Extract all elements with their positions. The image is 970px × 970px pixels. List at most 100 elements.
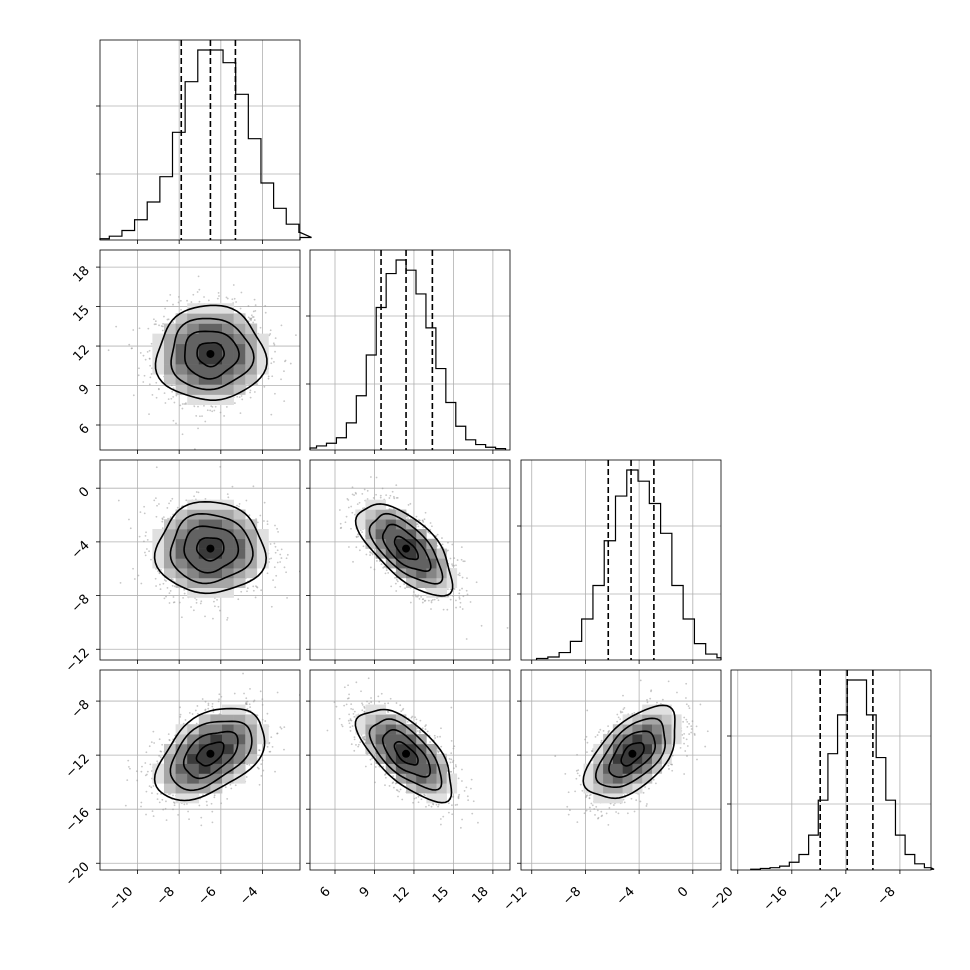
density-cell — [198, 353, 211, 365]
density-cell — [187, 548, 200, 559]
sample-point — [369, 554, 371, 556]
contour-line — [196, 341, 226, 368]
sample-point — [685, 738, 688, 741]
sample-point — [263, 501, 266, 504]
sample-point — [194, 709, 197, 712]
sample-point — [422, 521, 425, 523]
density-cell — [210, 343, 223, 355]
sample-point — [279, 726, 282, 729]
sample-point — [209, 409, 212, 412]
sample-point — [225, 296, 228, 299]
sample-point — [172, 419, 175, 422]
sample-point — [188, 818, 190, 821]
density-cell — [651, 704, 663, 715]
sample-point — [251, 316, 254, 318]
sample-point — [358, 549, 361, 552]
panel-content — [310, 670, 510, 870]
sample-point — [415, 718, 418, 721]
sample-point — [219, 411, 222, 414]
density-cell — [198, 529, 211, 540]
sample-point — [450, 752, 453, 755]
sample-point — [261, 718, 264, 721]
sample-point — [345, 703, 348, 706]
density-cell — [436, 753, 447, 764]
sample-point — [159, 588, 162, 591]
density-cell — [210, 509, 223, 520]
sample-point — [161, 329, 164, 332]
sample-point — [363, 488, 366, 491]
sample-point — [140, 582, 143, 585]
density-cell — [426, 587, 437, 598]
panel-content — [100, 250, 300, 450]
sample-point — [388, 497, 391, 499]
sample-point — [589, 810, 592, 813]
sample-point — [617, 716, 620, 719]
sample-point — [459, 826, 462, 829]
sample-point — [639, 679, 642, 682]
sample-point — [423, 793, 426, 796]
sample-point — [207, 299, 210, 302]
panel-content — [100, 460, 300, 660]
sample-point — [181, 407, 184, 410]
sample-point — [159, 750, 162, 753]
sample-point — [418, 597, 421, 600]
density-cell — [632, 714, 643, 725]
sample-point — [150, 786, 153, 789]
sample-point — [351, 493, 354, 496]
sample-point — [275, 574, 278, 577]
density-cell — [671, 724, 682, 735]
sample-point — [434, 737, 437, 739]
sample-point — [695, 725, 698, 728]
sample-point — [623, 706, 626, 709]
y-tick-label: −4 — [69, 538, 93, 562]
sample-point — [254, 309, 257, 312]
sample-point — [162, 516, 165, 519]
sample-point — [453, 557, 456, 559]
sample-point — [458, 793, 461, 796]
density-cell — [406, 568, 417, 579]
sample-point — [240, 590, 243, 593]
sample-point — [233, 402, 236, 404]
sample-point — [461, 576, 464, 579]
sample-point — [355, 681, 358, 684]
sample-point — [286, 597, 288, 599]
sample-point — [249, 396, 252, 399]
density-cell — [187, 499, 200, 510]
sample-point — [249, 317, 251, 320]
sample-point — [400, 710, 403, 713]
sample-point — [245, 499, 248, 502]
sample-point — [179, 713, 182, 716]
sample-point — [683, 732, 686, 735]
sample-point — [361, 531, 364, 534]
sample-point — [399, 704, 402, 707]
density-cell — [198, 548, 211, 559]
histogram-steps — [750, 679, 935, 870]
density-cell — [187, 783, 200, 794]
sample-point — [586, 751, 588, 754]
sample-point — [200, 600, 203, 603]
density-cell — [355, 714, 366, 725]
sample-point — [458, 572, 461, 575]
hist-panel-0 — [96, 39, 312, 244]
density-peak — [628, 749, 637, 758]
density-cell — [385, 734, 397, 745]
sample-point — [451, 563, 453, 566]
sample-point — [361, 709, 364, 712]
sample-point — [130, 347, 133, 350]
sample-point — [380, 692, 383, 695]
sample-point — [262, 769, 265, 772]
density-cell — [426, 538, 437, 549]
sample-point — [161, 517, 164, 520]
density-cell — [187, 313, 200, 324]
sample-point — [450, 706, 453, 709]
sample-point — [180, 308, 182, 311]
sample-point — [465, 786, 468, 789]
sample-point — [333, 701, 336, 704]
density-cell — [233, 743, 246, 755]
scatter-panel-0-3 — [96, 669, 301, 874]
sample-point — [391, 782, 394, 784]
sample-point — [435, 803, 438, 806]
sample-point — [269, 333, 272, 335]
sample-point — [600, 810, 603, 813]
sample-point — [451, 804, 453, 807]
